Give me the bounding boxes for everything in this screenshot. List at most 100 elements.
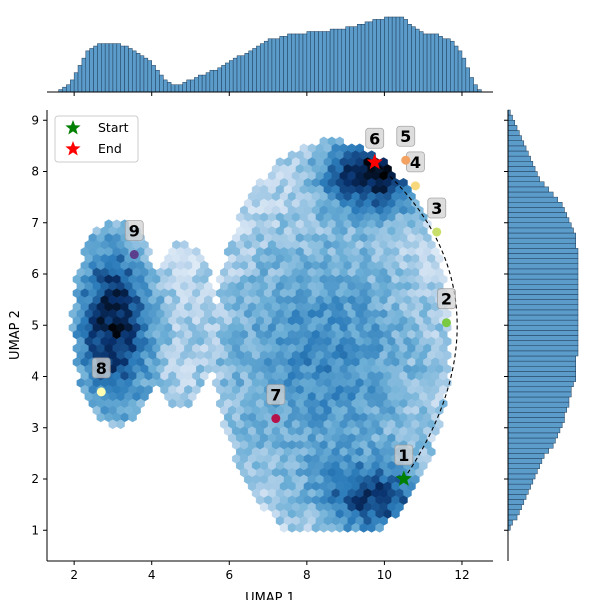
point-6-label: 6 (369, 129, 380, 148)
x-histogram-bar (380, 19, 385, 93)
x-histogram-bar (97, 43, 102, 93)
y-histogram-bar (507, 391, 572, 398)
x-tick-label: 10 (377, 568, 392, 582)
x-histogram-bar (66, 84, 71, 93)
x-histogram-bar (194, 77, 199, 93)
x-histogram-bar (128, 48, 133, 93)
x-histogram-bar (163, 79, 168, 93)
y-histogram-bar (507, 191, 554, 198)
y-histogram-bar (507, 483, 531, 490)
x-histogram-bar (70, 79, 75, 93)
trajectory-curve (374, 161, 458, 480)
y-histogram-bar (507, 268, 579, 275)
point-9-label-box (124, 220, 144, 241)
y-histogram-bar (507, 381, 574, 387)
x-histogram-bar (291, 33, 296, 93)
x-histogram-bar (283, 36, 288, 93)
x-histogram-bar (426, 33, 432, 93)
x-histogram-bar (170, 84, 176, 93)
y-tick-label: 3 (31, 421, 39, 435)
y-histogram-bar (507, 468, 538, 475)
x-histogram-bar (260, 43, 265, 93)
y-histogram-bar (507, 401, 570, 408)
y-histogram-bar (507, 340, 579, 346)
point-7-label-box (266, 384, 286, 405)
x-histogram-bar (368, 21, 374, 93)
y-histogram-bar (507, 504, 522, 510)
point-1-label-box (394, 444, 414, 466)
x-histogram-bar (62, 86, 67, 93)
y-histogram-bar (507, 371, 576, 377)
y-histogram-bar (507, 278, 579, 285)
y-histogram-bar (507, 366, 576, 372)
hexbin-cell (176, 398, 185, 409)
point-3-label: 3 (431, 199, 442, 218)
x-histogram-bar (407, 24, 412, 93)
x-histogram-bar (384, 16, 389, 93)
y-histogram-bar (507, 494, 527, 500)
y-histogram-bar (507, 319, 579, 326)
point-1-label: 1 (398, 446, 409, 465)
x-histogram-bar (159, 74, 164, 93)
y-histogram-bar (507, 181, 545, 188)
y-histogram-bar (507, 140, 525, 147)
point-5-label-box (396, 125, 416, 147)
x-histogram-bar (271, 38, 277, 93)
x-histogram-bar (360, 24, 366, 93)
y-histogram-bar (507, 155, 531, 162)
x-histogram-bar (337, 28, 342, 93)
y-histogram-bar (507, 161, 534, 167)
x-histogram-bar (372, 19, 377, 93)
y-histogram-bar (507, 243, 576, 249)
y-histogram-bar (507, 417, 565, 423)
y-histogram-bar (507, 427, 561, 434)
y-histogram-bar (507, 509, 520, 516)
y-histogram-bar (507, 125, 518, 131)
y-histogram-bar (507, 314, 579, 321)
y-histogram-bar (507, 453, 545, 459)
y-histogram-bar (507, 176, 540, 182)
x-histogram-bar (263, 40, 269, 93)
legend-start-icon (65, 120, 81, 135)
y-histogram-bar (507, 130, 520, 136)
legend-end-icon (65, 141, 81, 156)
point-6-label-box (365, 127, 385, 149)
hexbin-cell (128, 412, 137, 423)
x-histogram-bar (205, 72, 211, 93)
x-histogram-bar (430, 33, 436, 93)
y-histogram-bar (507, 325, 579, 331)
y-histogram-bar (507, 448, 549, 454)
y-axis-label: UMAP 2 (8, 310, 23, 360)
y-histogram-bar (507, 227, 574, 234)
y-histogram-bar (507, 514, 518, 521)
y-histogram-bar (507, 258, 579, 264)
y-tick-label: 2 (31, 472, 39, 486)
y-histogram-bar (507, 186, 549, 193)
trajectory-path (374, 161, 458, 480)
point-5-marker (401, 155, 411, 165)
point-6-marker (366, 153, 383, 170)
y-histogram-bar (507, 432, 558, 439)
hexbin-cell (319, 522, 328, 533)
y-histogram-bar (507, 114, 513, 121)
y-histogram-bar (507, 386, 572, 393)
x-histogram-bar (213, 69, 218, 93)
x-histogram-bar (333, 28, 339, 93)
point-2-label-box (437, 288, 456, 310)
y-histogram-bar (507, 248, 579, 254)
y-histogram-bar (507, 463, 540, 469)
x-histogram-bar (166, 82, 172, 93)
x-histogram-bar (357, 24, 362, 93)
x-histogram-bar (419, 31, 424, 93)
y-tick-label: 1 (31, 523, 39, 537)
y-histogram-bar (507, 350, 579, 357)
hexbin-cell (375, 522, 384, 533)
y-histogram-bar (507, 299, 579, 305)
x-histogram-bar (108, 43, 114, 93)
y-histogram-bar (507, 212, 567, 218)
x-histogram-bar (469, 77, 474, 93)
x-histogram-bar (302, 33, 308, 93)
x-histogram-bar (376, 19, 381, 93)
x-tick-label: 6 (225, 568, 233, 582)
